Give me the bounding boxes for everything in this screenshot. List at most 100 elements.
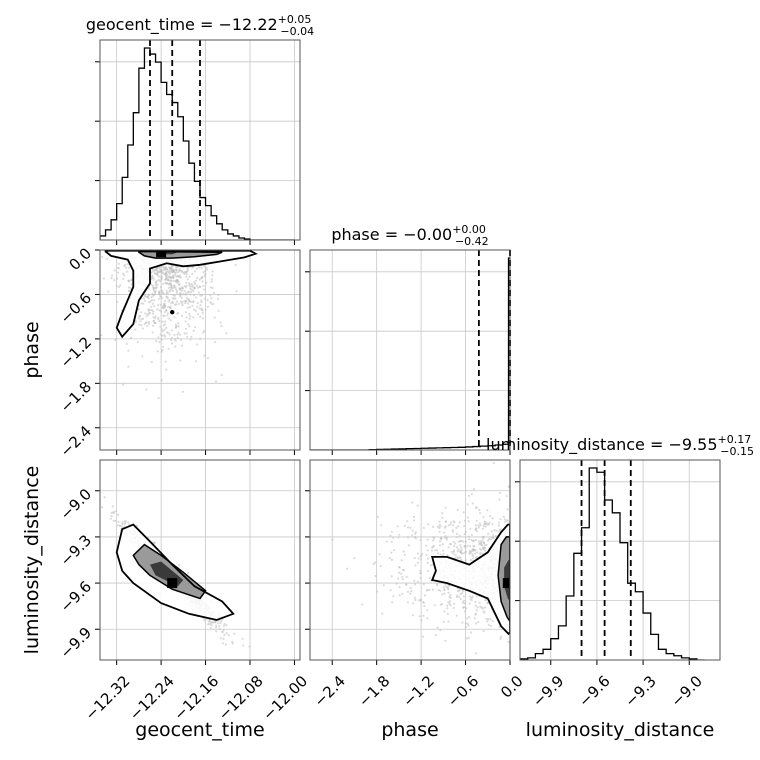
sample-point [173, 297, 176, 300]
sample-point [101, 506, 104, 509]
sample-point [482, 630, 485, 633]
sample-point [449, 604, 452, 607]
sample-point [331, 538, 334, 541]
sample-point [462, 599, 465, 602]
sample-point [128, 286, 131, 289]
x-tick-label: −9.3 [621, 672, 659, 710]
sample-point [459, 597, 462, 601]
sample-point [441, 593, 444, 596]
sample-point [166, 282, 169, 285]
sample-point [218, 625, 221, 628]
sample-point [469, 527, 472, 530]
sample-point [487, 523, 490, 526]
sample-point [127, 279, 130, 282]
sample-point [413, 596, 416, 599]
sample-point [497, 521, 500, 524]
sample-point [465, 540, 468, 543]
sample-point [452, 606, 455, 610]
sample-point [191, 266, 194, 269]
sample-point [185, 270, 188, 273]
x-tick-label: −2.4 [310, 672, 348, 710]
sample-point [118, 285, 121, 288]
sample-point [382, 584, 385, 587]
sample-point [475, 595, 478, 598]
sample-point [248, 645, 251, 648]
sample-point [127, 521, 130, 524]
sample-point [467, 538, 471, 541]
sample-point [461, 621, 464, 624]
sample-point [211, 286, 214, 289]
sample-point [223, 633, 226, 637]
sample-point [470, 493, 473, 496]
sample-point [127, 266, 130, 269]
sample-point [207, 620, 211, 623]
sample-point [393, 549, 396, 552]
sample-point [475, 527, 478, 530]
sample-point [475, 506, 478, 509]
sample-point [489, 515, 492, 518]
sample-point [161, 345, 165, 348]
sample-point [505, 494, 508, 498]
sample-point [203, 354, 206, 357]
sample-point [479, 605, 482, 608]
sample-point [119, 284, 122, 287]
sample-point [423, 594, 426, 597]
sample-point [214, 621, 217, 624]
sample-point [205, 266, 208, 269]
sample-point [175, 325, 178, 328]
sample-point [155, 283, 158, 286]
sample-point [166, 296, 169, 299]
sample-point [492, 461, 495, 465]
histogram-step [520, 467, 705, 660]
sample-point [432, 525, 435, 529]
sample-point [178, 276, 181, 279]
x-tick-label: −0.6 [444, 672, 482, 710]
sample-point [241, 637, 244, 640]
sample-point [210, 278, 213, 281]
sample-point [379, 564, 382, 568]
sample-point [193, 282, 197, 286]
sample-point [487, 623, 490, 626]
sample-point [504, 520, 507, 523]
sample-point [478, 601, 481, 604]
y-tick-label: −1.8 [57, 378, 95, 416]
sample-point [419, 539, 422, 542]
sample-point [455, 546, 459, 549]
sample-point [439, 629, 442, 632]
sample-point [161, 290, 164, 293]
sample-point [471, 553, 474, 556]
sample-point [217, 309, 220, 312]
sample-point [453, 545, 456, 548]
sample-point [466, 544, 469, 548]
sample-point [462, 540, 465, 543]
contour-outer [115, 523, 235, 621]
sample-point [151, 302, 154, 305]
sample-point [160, 338, 163, 341]
sample-point [438, 530, 441, 533]
sample-point [447, 620, 450, 623]
sample-point [220, 620, 223, 623]
sample-point [167, 317, 170, 320]
sample-point [452, 540, 455, 543]
hist-geocent_time-border [99, 39, 301, 241]
sample-point [403, 524, 406, 527]
sample-point [455, 614, 458, 617]
sample-point [482, 540, 485, 543]
sample-point [398, 565, 401, 569]
sample-point [198, 285, 202, 288]
sample-point [468, 549, 471, 553]
sample-point [168, 272, 171, 275]
sample-point [470, 538, 473, 542]
y-axis-label-phase: phase [21, 321, 43, 378]
sample-point [464, 610, 467, 613]
sample-point [137, 308, 140, 311]
sample-point [470, 599, 473, 602]
sample-point [190, 335, 193, 338]
sample-point [459, 540, 462, 543]
sample-point [220, 373, 223, 376]
sample-point [158, 319, 161, 323]
sample-point [211, 270, 214, 273]
sample-point [460, 546, 463, 549]
sample-point [203, 275, 206, 278]
sample-point [224, 643, 227, 646]
